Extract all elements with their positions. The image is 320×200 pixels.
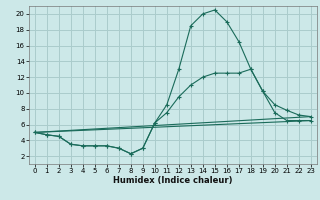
X-axis label: Humidex (Indice chaleur): Humidex (Indice chaleur) bbox=[113, 176, 233, 185]
